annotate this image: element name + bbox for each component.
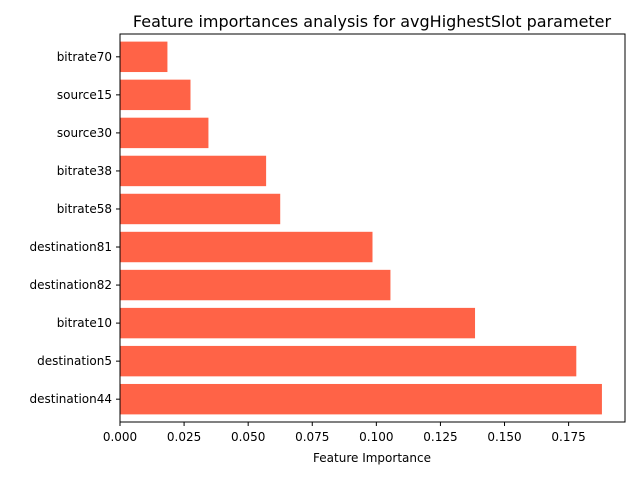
x-tick-label: 0.075 (295, 430, 329, 444)
y-tick-label: bitrate10 (57, 316, 112, 330)
bar-bitrate10 (120, 307, 476, 339)
bar-bitrate38 (120, 155, 267, 187)
bar-destination82 (120, 269, 391, 301)
y-tick-label: bitrate70 (57, 50, 112, 64)
x-tick-label: 0.025 (167, 430, 201, 444)
x-axis-ticks: 0.000 0.025 0.050 0.075 0.100 0.125 0.150 0.175 (103, 422, 586, 444)
y-tick-label: destination5 (37, 354, 112, 368)
x-tick-label: 0.050 (231, 430, 265, 444)
bar-bitrate70 (120, 41, 168, 73)
bar-destination81 (120, 231, 373, 263)
x-tick-label: 0.125 (423, 430, 457, 444)
x-tick-label: 0.000 (103, 430, 137, 444)
bars (120, 41, 602, 415)
y-tick-label: destination44 (29, 392, 112, 406)
y-axis-ticks: bitrate70 source15 source30 bitrate38 bitrat… (29, 50, 120, 406)
y-tick-label: destination81 (29, 240, 112, 254)
y-tick-label: bitrate38 (57, 164, 112, 178)
x-tick-label: 0.150 (487, 430, 521, 444)
bar-destination5 (120, 345, 577, 377)
x-tick-label: 0.175 (551, 430, 585, 444)
y-tick-label: bitrate58 (57, 202, 112, 216)
plot-frame (119, 33, 626, 423)
y-tick-label: source15 (57, 88, 112, 102)
bar-source30 (120, 117, 209, 149)
bar-bitrate58 (120, 193, 281, 225)
bar-source15 (120, 79, 191, 111)
x-tick-label: 0.100 (359, 430, 393, 444)
bar-destination44 (120, 383, 602, 415)
y-tick-label: source30 (57, 126, 112, 140)
y-tick-label: destination82 (29, 278, 112, 292)
x-axis-label: Feature Importance (313, 451, 431, 465)
chart-title: Feature importances analysis for avgHigh… (133, 12, 612, 31)
